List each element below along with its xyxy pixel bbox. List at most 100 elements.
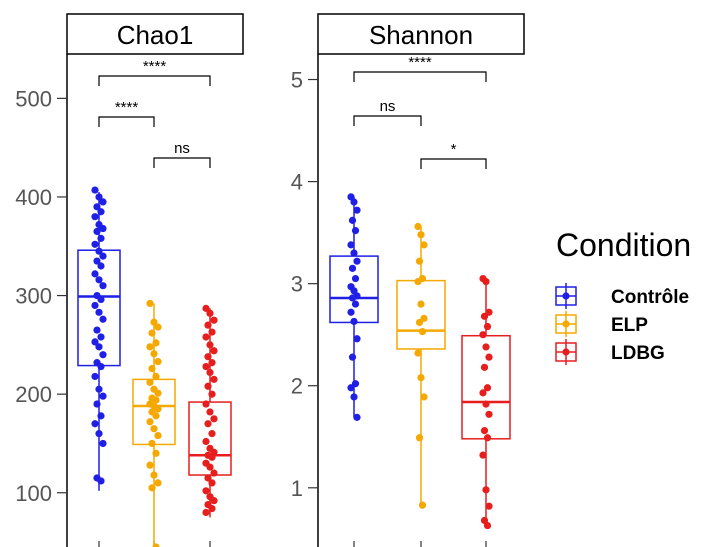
significance-bracket: ns: [153, 140, 211, 168]
data-point: [152, 543, 160, 547]
data-point: [348, 353, 357, 361]
data-point: [353, 206, 361, 214]
significance-label: ns: [380, 98, 396, 115]
data-point: [91, 301, 99, 310]
data-point: [347, 384, 355, 392]
data-point: [93, 400, 101, 408]
data-point: [95, 343, 103, 351]
data-point: [206, 463, 214, 471]
data-point: [97, 362, 105, 371]
data-point: [482, 278, 490, 286]
data-point: [417, 231, 425, 239]
data-point: [206, 368, 214, 377]
data-point: [99, 439, 107, 448]
data-point: [208, 390, 216, 398]
data-point: [97, 477, 105, 485]
data-point: [351, 226, 360, 235]
data-point: [202, 333, 210, 341]
data-point: [414, 278, 422, 286]
data-point: [415, 434, 424, 442]
data-point: [485, 353, 493, 361]
box-elp: [396, 226, 446, 506]
data-point: [485, 410, 493, 418]
data-point: [480, 312, 489, 320]
data-point: [152, 449, 160, 457]
data-point: [91, 186, 99, 194]
data-point: [97, 262, 105, 270]
data-point: [99, 351, 107, 359]
data-point: [154, 405, 162, 413]
data-point: [95, 247, 103, 255]
bracket-line: [353, 71, 487, 82]
data-point: [97, 208, 105, 216]
data-point: [95, 430, 103, 438]
data-point: [202, 400, 210, 408]
data-point: [148, 364, 156, 373]
data-point: [202, 487, 210, 495]
legend-item-elp: ELP: [555, 311, 648, 337]
data-point: [99, 252, 107, 260]
legend-item-contrôle: Contrôle: [555, 283, 689, 309]
data-point: [148, 484, 156, 492]
data-point: [152, 339, 160, 347]
bracket-line: [353, 115, 422, 126]
data-point: [348, 294, 357, 302]
data-point: [418, 501, 427, 509]
chao1-panel-title: Chao1: [117, 20, 194, 50]
significance-label: *: [451, 141, 457, 158]
legend-key-point: [562, 348, 570, 356]
legend-label: Contrôle: [611, 287, 689, 308]
data-point: [154, 431, 162, 440]
y-tick-label: 5: [291, 68, 303, 93]
bracket-line: [420, 158, 487, 169]
data-point: [91, 270, 99, 278]
data-point: [210, 316, 218, 324]
y-tick-label: 200: [15, 382, 52, 407]
data-point: [152, 372, 160, 381]
bracket-line: [98, 75, 211, 86]
y-tick-label: 3: [291, 272, 303, 297]
significance-label: ns: [174, 140, 190, 157]
bracket-line: [98, 116, 155, 127]
legend: Condition Contrôle ELP LDBG: [555, 227, 691, 365]
shannon-panel-title: Shannon: [369, 20, 473, 50]
data-point: [206, 309, 214, 317]
data-point: [93, 326, 101, 334]
data-point: [353, 335, 361, 343]
y-tick-label: 2: [291, 374, 303, 399]
data-point: [99, 392, 107, 400]
data-point: [350, 249, 358, 257]
bracket-line: [153, 157, 211, 168]
data-point: [351, 274, 360, 283]
data-point: [154, 358, 162, 366]
y-tick-label: 100: [15, 481, 52, 506]
data-point: [146, 343, 154, 351]
data-point: [347, 241, 355, 249]
data-point: [97, 333, 105, 341]
data-point: [148, 439, 156, 448]
data-point: [91, 213, 99, 221]
data-point: [204, 353, 212, 361]
data-point: [93, 203, 101, 211]
data-point: [154, 389, 162, 397]
data-point: [208, 479, 216, 487]
data-point: [208, 328, 216, 336]
data-point: [99, 282, 107, 290]
data-point: [415, 257, 424, 265]
data-point: [148, 329, 156, 337]
significance-bracket: ns: [353, 98, 422, 126]
data-point: [146, 299, 154, 308]
data-point: [348, 216, 357, 224]
data-point: [210, 347, 218, 355]
data-point: [152, 396, 160, 404]
data-point: [93, 227, 101, 236]
data-point: [93, 257, 101, 265]
y-tick-label: 500: [15, 86, 52, 111]
data-point: [210, 497, 218, 505]
data-point: [208, 504, 216, 513]
shannon-strip: [317, 13, 525, 55]
data-point: [97, 234, 105, 242]
data-point: [202, 304, 210, 312]
data-point: [483, 434, 492, 442]
data-point: [150, 318, 158, 326]
